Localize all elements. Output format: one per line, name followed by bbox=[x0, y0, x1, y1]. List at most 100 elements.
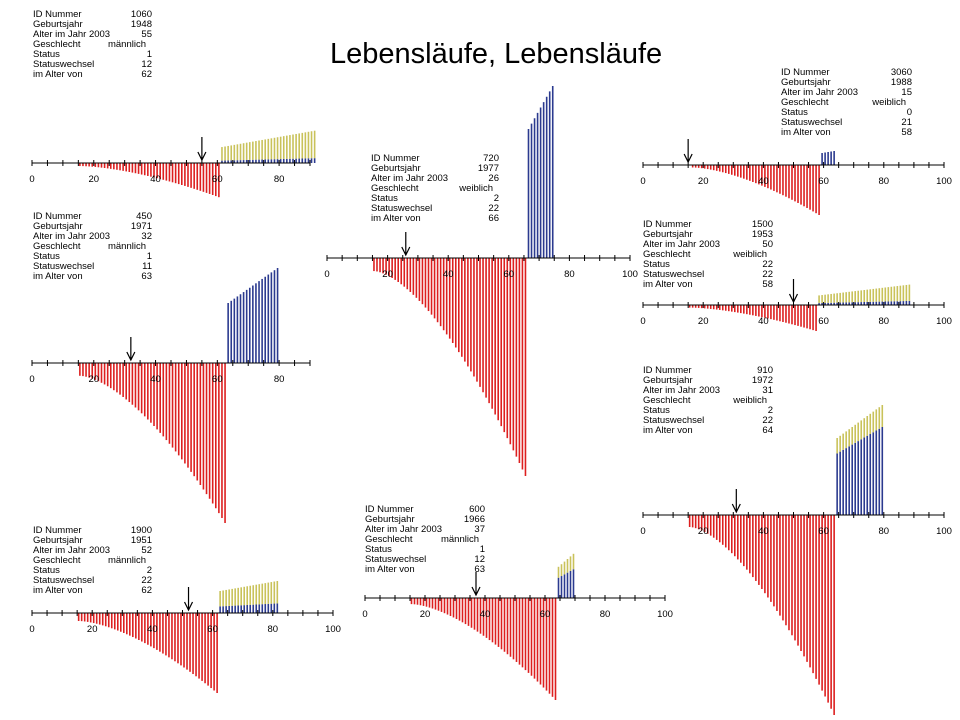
info-value: 1953 bbox=[752, 229, 773, 240]
info-label: Status bbox=[781, 107, 808, 118]
info-label: Status bbox=[643, 259, 670, 270]
info-label: ID Nummer bbox=[781, 67, 830, 78]
info-label: Statuswechsel bbox=[781, 117, 842, 128]
x-tick-label: 60 bbox=[212, 374, 223, 385]
info-label: Alter im Jahr 2003 bbox=[365, 524, 442, 535]
info-value: 32 bbox=[141, 231, 152, 242]
info-label: Status bbox=[371, 193, 398, 204]
info-value: 52 bbox=[141, 545, 152, 556]
x-tick-label: 0 bbox=[324, 269, 329, 280]
info-value: 1900 bbox=[131, 525, 152, 536]
info-value: 58 bbox=[762, 279, 773, 290]
info-value: 62 bbox=[141, 585, 152, 596]
info-label: im Alter von bbox=[781, 127, 831, 138]
x-tick-label: 20 bbox=[88, 374, 99, 385]
info-value: 64 bbox=[762, 425, 773, 436]
x-tick-label: 40 bbox=[147, 624, 158, 635]
x-tick-label: 60 bbox=[818, 526, 829, 537]
info-value: männlich bbox=[108, 241, 146, 252]
info-value: 720 bbox=[483, 153, 499, 164]
x-tick-label: 80 bbox=[879, 526, 890, 537]
info-value: 1500 bbox=[752, 219, 773, 230]
info-label: Status bbox=[33, 565, 60, 576]
life-chart-4: ID Nummer 720 Geburtsjahr 1977 Alter im Jahr… bbox=[324, 86, 638, 476]
info-value: 50 bbox=[762, 239, 773, 250]
x-tick-label: 20 bbox=[88, 174, 99, 185]
info-value: 66 bbox=[488, 213, 499, 224]
x-tick-label: 0 bbox=[362, 609, 367, 620]
info-label: ID Nummer bbox=[643, 365, 692, 376]
x-tick-label: 40 bbox=[150, 374, 161, 385]
x-tick-label: 0 bbox=[640, 526, 645, 537]
x-tick-label: 60 bbox=[818, 316, 829, 327]
info-value: 58 bbox=[901, 127, 912, 138]
x-tick-label: 20 bbox=[87, 624, 98, 635]
x-tick-label: 20 bbox=[698, 316, 709, 327]
info-value: 26 bbox=[488, 173, 499, 184]
info-value: 37 bbox=[474, 524, 485, 535]
info-label: ID Nummer bbox=[33, 9, 82, 20]
life-chart-7: ID Nummer 1500 Geburtsjahr 1953 Alter im Jah… bbox=[640, 219, 952, 331]
info-value: 1951 bbox=[131, 535, 152, 546]
info-label: Alter im Jahr 2003 bbox=[33, 231, 110, 242]
info-value: 1 bbox=[480, 544, 485, 555]
info-label: Geschlecht bbox=[781, 97, 829, 108]
info-label: ID Nummer bbox=[643, 219, 692, 230]
info-label: ID Nummer bbox=[365, 504, 414, 515]
info-value: 1971 bbox=[131, 221, 152, 232]
info-value: männlich bbox=[441, 534, 479, 545]
x-tick-label: 60 bbox=[504, 269, 515, 280]
age-arrow-icon bbox=[197, 137, 207, 162]
info-label: Geschlecht bbox=[643, 395, 691, 406]
info-value: 2 bbox=[768, 405, 773, 416]
info-value: 1060 bbox=[131, 9, 152, 20]
info-value: 22 bbox=[141, 575, 152, 586]
info-label: Status bbox=[33, 49, 60, 60]
info-value: 22 bbox=[762, 269, 773, 280]
info-value: 3060 bbox=[891, 67, 912, 78]
x-tick-label: 20 bbox=[420, 609, 431, 620]
info-label: Geburtsjahr bbox=[33, 535, 83, 546]
info-label: Statuswechsel bbox=[33, 261, 94, 272]
info-label: Alter im Jahr 2003 bbox=[643, 239, 720, 250]
info-label: Geburtsjahr bbox=[33, 221, 83, 232]
info-label: Geschlecht bbox=[365, 534, 413, 545]
x-tick-label: 100 bbox=[325, 624, 341, 635]
info-value: 1 bbox=[147, 49, 152, 60]
info-value: 15 bbox=[901, 87, 912, 98]
info-value: 1 bbox=[147, 251, 152, 262]
info-label: Statuswechsel bbox=[365, 554, 426, 565]
info-value: weiblich bbox=[732, 249, 767, 260]
x-tick-label: 100 bbox=[657, 609, 673, 620]
x-tick-label: 100 bbox=[936, 526, 952, 537]
x-tick-label: 20 bbox=[382, 269, 393, 280]
info-value: männlich bbox=[108, 555, 146, 566]
life-chart-8: ID Nummer 910 Geburtsjahr 1972 Alter im Jahr… bbox=[640, 365, 952, 715]
info-value: 55 bbox=[141, 29, 152, 40]
info-label: im Alter von bbox=[371, 213, 421, 224]
info-value: 12 bbox=[474, 554, 485, 565]
info-value: 910 bbox=[757, 365, 773, 376]
life-chart-5: ID Nummer 60 0 Geburtsjahr 1966 Alter im Jahr… bbox=[362, 504, 673, 700]
info-label: Geburtsjahr bbox=[781, 77, 831, 88]
info-label: Geburtsjahr bbox=[643, 375, 693, 386]
info-value: 1966 bbox=[464, 514, 485, 525]
x-tick-label: 100 bbox=[936, 316, 952, 327]
info-label: Alter im Jahr 2003 bbox=[33, 29, 110, 40]
life-chart-6: ID Nummer 3060 Geburtsjahr 1988 Alter im Jah… bbox=[640, 67, 952, 215]
x-tick-label: 60 bbox=[212, 174, 223, 185]
info-label: Alter im Jahr 2003 bbox=[33, 545, 110, 556]
age-arrow-icon bbox=[126, 337, 136, 362]
info-label: Alter im Jahr 2003 bbox=[371, 173, 448, 184]
x-tick-label: 0 bbox=[29, 624, 34, 635]
info-label: Geburtsjahr bbox=[365, 514, 415, 525]
x-tick-label: 100 bbox=[622, 269, 638, 280]
info-value: 22 bbox=[762, 259, 773, 270]
x-tick-label: 60 bbox=[540, 609, 551, 620]
info-label: im Alter von bbox=[643, 425, 693, 436]
page-title: Lebensläufe, Lebensläufe bbox=[330, 38, 663, 70]
info-label: Statuswechsel bbox=[371, 203, 432, 214]
info-value: 1988 bbox=[891, 77, 912, 88]
